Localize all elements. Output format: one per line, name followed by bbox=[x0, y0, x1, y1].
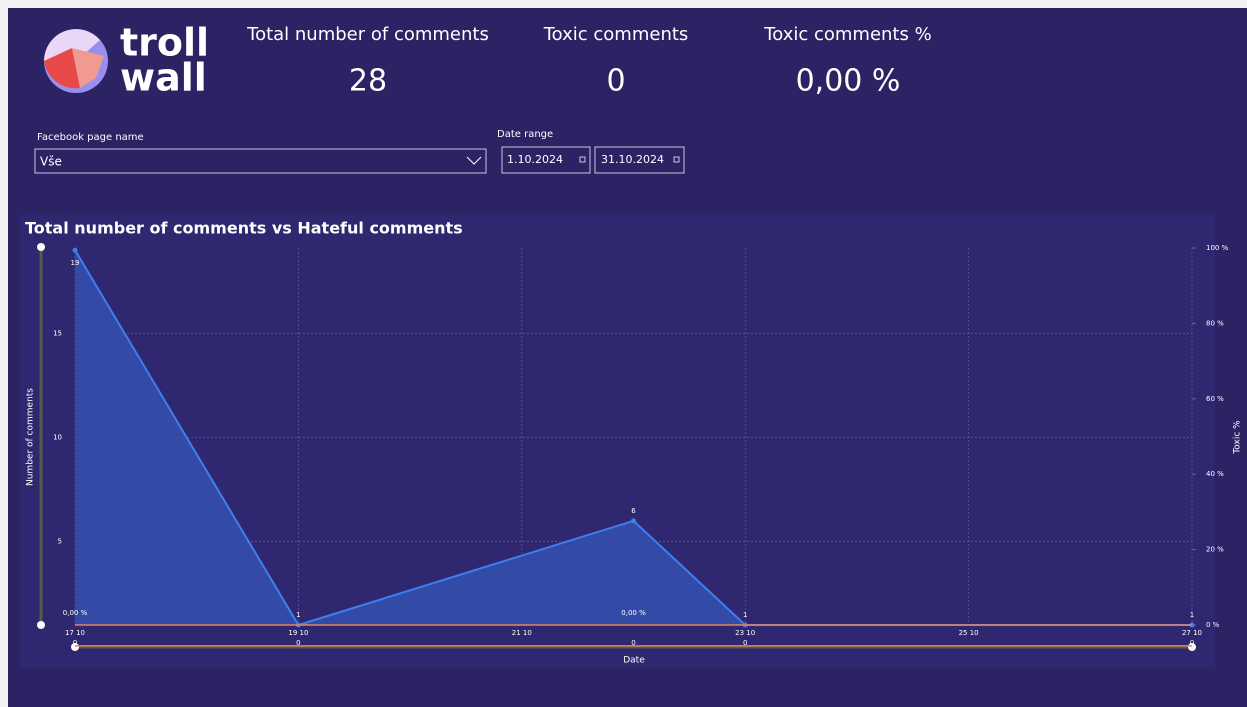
date-input[interactable] bbox=[501, 146, 591, 174]
x-tick-label: 25 10 bbox=[959, 629, 979, 637]
data-label: 1 bbox=[1190, 611, 1194, 619]
data-label: 0 bbox=[1190, 639, 1194, 647]
data-label: 19 bbox=[71, 259, 80, 267]
filter-label: Date range bbox=[497, 129, 553, 140]
dropdown-arrow bbox=[466, 156, 482, 165]
y2-axis-label: Toxic % bbox=[1233, 420, 1243, 455]
logo: troll wall bbox=[44, 21, 209, 100]
y-tick-label: 10 bbox=[53, 434, 62, 442]
slider-handle[interactable] bbox=[37, 621, 45, 629]
x-tick-label: 21 10 bbox=[512, 629, 532, 637]
kpi-label: Total number of comments bbox=[246, 24, 489, 45]
data-label: 0 bbox=[631, 639, 635, 647]
y2-tick-label: 20 % bbox=[1206, 546, 1224, 554]
slider-handle[interactable] bbox=[1188, 643, 1196, 651]
x-tick-label: 17 10 bbox=[65, 629, 85, 637]
area bbox=[75, 250, 1192, 625]
y-tick-label: 15 bbox=[53, 329, 62, 337]
logo-shape bbox=[44, 29, 100, 61]
y2-tick-label: 100 % bbox=[1206, 244, 1229, 252]
calendar-icon bbox=[673, 156, 680, 163]
kpi-label: Toxic comments % bbox=[763, 24, 931, 45]
filter-label: Facebook page name bbox=[37, 132, 144, 143]
point bbox=[72, 247, 78, 253]
data-label: 0,00 % bbox=[63, 609, 88, 617]
logo-shape bbox=[44, 48, 80, 89]
data-label: 0 bbox=[296, 639, 300, 647]
date-value: 1.10.2024 bbox=[507, 153, 563, 166]
slider-handle[interactable] bbox=[37, 243, 45, 251]
x-tick-label: 19 10 bbox=[288, 629, 308, 637]
point bbox=[631, 518, 636, 524]
calendar-icon bbox=[579, 156, 586, 163]
data-label: 6 bbox=[631, 507, 636, 515]
y-axis-label: Number of comments bbox=[26, 388, 36, 486]
logo-shape bbox=[72, 48, 104, 88]
y2-tick-label: 40 % bbox=[1206, 470, 1224, 478]
dropdown[interactable] bbox=[34, 148, 487, 174]
chart-title: Total number of comments vs Hateful comm… bbox=[25, 219, 463, 238]
kpi-value: 0,00 % bbox=[796, 64, 901, 99]
data-label: 0,00 % bbox=[621, 609, 646, 617]
kpi-label: Toxic comments bbox=[543, 24, 689, 45]
y-tick-label: 5 bbox=[58, 538, 62, 546]
dropdown-value: Vše bbox=[40, 155, 62, 169]
data-label: 0 bbox=[73, 639, 77, 647]
x-axis-label: Date bbox=[623, 656, 645, 666]
data-label: 0 bbox=[743, 639, 747, 647]
y2-tick-label: 60 % bbox=[1206, 395, 1224, 403]
date-value: 31.10.2024 bbox=[601, 153, 664, 166]
x-tick-label: 23 10 bbox=[735, 629, 755, 637]
kpi-value: 0 bbox=[606, 64, 625, 99]
logo-text: wall bbox=[120, 56, 207, 100]
kpi-value: 28 bbox=[349, 64, 387, 99]
logo-text: troll bbox=[120, 21, 209, 65]
date-input[interactable] bbox=[594, 146, 685, 174]
x-tick-label: 27 10 bbox=[1182, 629, 1202, 637]
y2-tick-label: 0 % bbox=[1206, 621, 1220, 629]
data-label: 1 bbox=[743, 611, 747, 619]
data-label: 1 bbox=[296, 611, 300, 619]
y2-tick-label: 80 % bbox=[1206, 319, 1224, 327]
slider-handle[interactable] bbox=[71, 643, 79, 651]
